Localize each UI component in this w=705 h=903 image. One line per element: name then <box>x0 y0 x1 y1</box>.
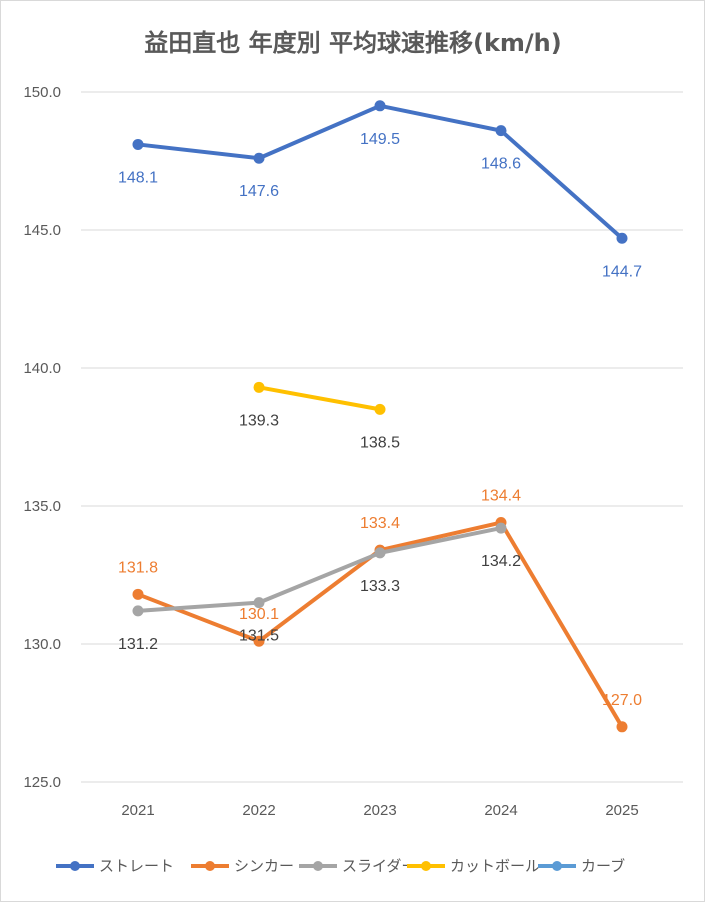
y-tick-label: 130.0 <box>23 636 61 653</box>
data-point <box>253 635 265 647</box>
y-tick-label: 150.0 <box>23 84 61 101</box>
data-label: 147.6 <box>239 183 279 200</box>
x-tick-label: 2023 <box>363 802 396 819</box>
data-point <box>374 403 386 415</box>
legend-marker <box>205 861 215 871</box>
data-label: 127.0 <box>602 692 642 709</box>
legend-label: スライダー <box>342 857 416 875</box>
x-tick-label: 2024 <box>484 802 517 819</box>
legend-item: シンカー <box>191 857 294 875</box>
y-tick-label: 125.0 <box>23 774 61 791</box>
data-label: 148.6 <box>481 156 521 173</box>
series-lines <box>132 100 628 733</box>
legend-marker <box>313 861 323 871</box>
legend-label: カーブ <box>581 857 625 875</box>
data-point <box>616 232 628 244</box>
legend-label: シンカー <box>234 857 294 875</box>
legend-marker <box>421 861 431 871</box>
y-tick-label: 135.0 <box>23 498 61 515</box>
y-tick-label: 145.0 <box>23 222 61 239</box>
data-labels: 148.1 147.6 149.5 148.6 144.7 131.8 130.1 133.4… <box>118 131 642 709</box>
x-axis-tick-labels: 2021 2022 2023 2024 2025 <box>121 802 638 819</box>
y-tick-label: 140.0 <box>23 360 61 377</box>
series-3 <box>132 522 507 617</box>
data-point <box>132 588 144 600</box>
data-label: 131.2 <box>118 636 158 653</box>
legend-marker <box>70 861 80 871</box>
data-point <box>374 100 386 112</box>
series-1 <box>132 100 628 244</box>
x-tick-label: 2021 <box>121 802 154 819</box>
data-point <box>253 597 265 609</box>
data-point <box>374 547 386 559</box>
data-label: 133.3 <box>360 578 400 595</box>
legend: ストレート シンカー スライダー カットボール カーブ <box>56 857 625 875</box>
series-line <box>136 526 503 613</box>
data-label: 131.8 <box>118 559 158 576</box>
legend-label: ストレート <box>99 857 174 875</box>
legend-marker <box>552 861 562 871</box>
chart-title: 益田直也 年度別 平均球速推移(km/h) <box>144 29 561 57</box>
series-4 <box>253 381 386 415</box>
data-label: 148.1 <box>118 169 158 186</box>
data-point <box>132 138 144 150</box>
legend-label: カットボール <box>450 857 540 875</box>
data-label: 131.5 <box>239 628 279 645</box>
series-line <box>136 103 624 241</box>
data-point <box>616 721 628 733</box>
y-axis-tick-labels: 125.0 130.0 135.0 140.0 145.0 150.0 <box>23 84 61 791</box>
legend-item: カットボール <box>407 857 540 875</box>
legend-item: カーブ <box>538 857 625 875</box>
data-label: 139.3 <box>239 412 279 429</box>
data-label: 134.2 <box>481 553 521 570</box>
data-label: 130.1 <box>239 606 279 623</box>
data-label: 144.7 <box>602 263 642 280</box>
data-label: 134.4 <box>481 488 521 505</box>
x-tick-label: 2025 <box>605 802 638 819</box>
legend-item: ストレート <box>56 857 174 875</box>
x-tick-label: 2022 <box>242 802 275 819</box>
gridlines <box>81 91 683 783</box>
data-point <box>132 605 144 617</box>
data-label: 149.5 <box>360 131 400 148</box>
data-point <box>495 522 507 534</box>
data-label: 138.5 <box>360 434 400 451</box>
data-point <box>253 152 265 164</box>
data-label: 133.4 <box>360 515 400 532</box>
data-point <box>495 125 507 137</box>
series-line <box>257 385 382 412</box>
data-point <box>253 381 265 393</box>
legend-item: スライダー <box>299 857 416 875</box>
